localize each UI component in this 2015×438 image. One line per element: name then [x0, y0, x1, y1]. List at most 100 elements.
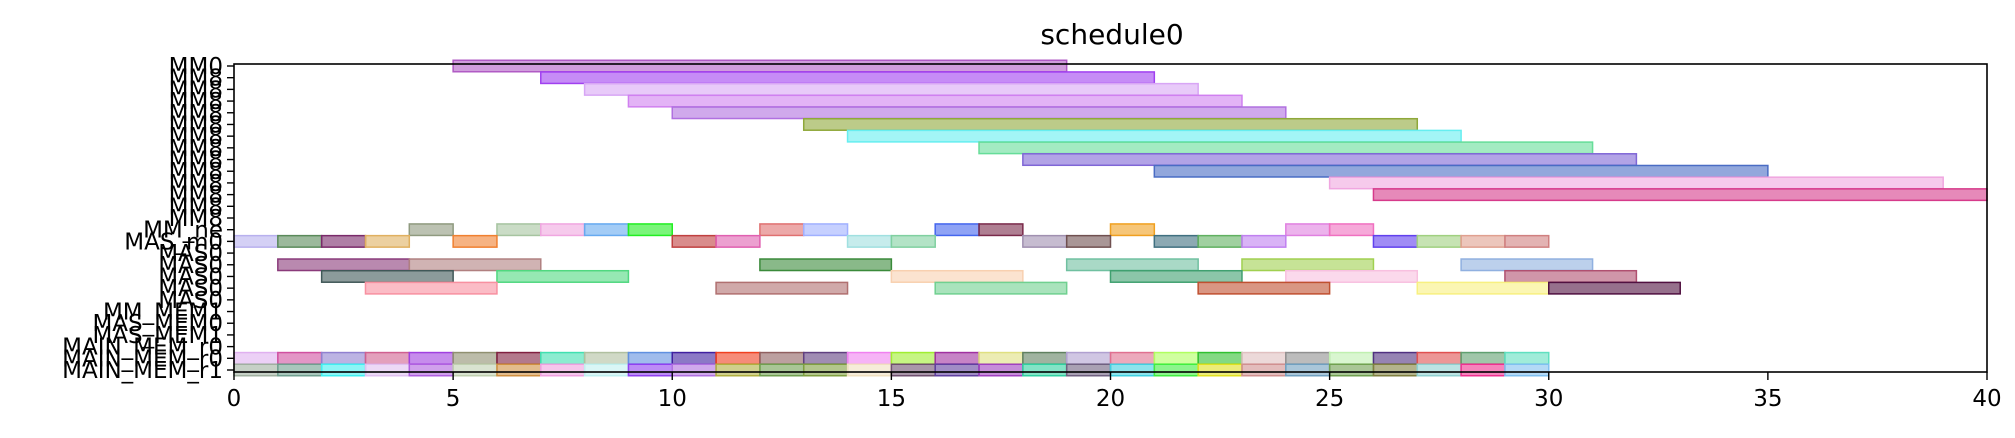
task-bar-r14-t5 [759, 223, 805, 237]
task-bar-r26-t26 [1372, 363, 1419, 377]
task-bar-r17-t1 [408, 258, 542, 272]
task-bar-r26-t0 [233, 363, 279, 377]
y-tick-label-12: MM8 [169, 194, 223, 220]
task-bar-r25-t29 [1504, 351, 1550, 365]
task-bar-r1-t0 [540, 71, 1156, 85]
task-bar-r15-t4 [452, 234, 498, 248]
task-bar-r25-t3 [364, 351, 411, 365]
task-bar-r19-t1 [715, 281, 849, 295]
task-bar-r25-t2 [320, 351, 367, 365]
task-bar-r15-t7 [846, 234, 893, 248]
x-tick-label-8: 40 [1972, 386, 2001, 412]
task-bar-r26-t15 [890, 363, 936, 377]
y-tick-label-16: MAS0 [158, 241, 223, 267]
task-bar-r26-t8 [583, 363, 630, 377]
task-bar-r26-t5 [452, 363, 498, 377]
task-bar-r25-t26 [1372, 351, 1419, 365]
y-tick-label-11: MM8 [169, 183, 223, 209]
task-bar-r2-t0 [583, 82, 1199, 96]
task-bar-r5-t0 [802, 117, 1419, 131]
task-bars [233, 59, 1988, 377]
y-axis: MM0MM8MM8MM8MM8MM8MM8MM8MM8MM8MM8MM8MM8M… [62, 54, 234, 384]
task-bar-r14-t0 [408, 223, 454, 237]
task-bar-r25-t7 [540, 351, 586, 365]
task-bar-r19-t2 [934, 281, 1068, 295]
task-bar-r17-t2 [759, 258, 893, 272]
task-bar-r17-t5 [1460, 258, 1594, 272]
x-tick-label-7: 35 [1753, 386, 1782, 412]
task-bar-r6-t0 [846, 129, 1462, 143]
task-bar-r14-t4 [627, 223, 673, 237]
task-bar-r26-t27 [1416, 363, 1462, 377]
y-tick-label-13: MM8 [169, 206, 223, 232]
task-bar-r18-t4 [1285, 269, 1419, 283]
x-tick-label-3: 15 [877, 386, 906, 412]
y-tick-label-17: MAS0 [158, 253, 223, 279]
task-bar-r26-t11 [715, 363, 761, 377]
task-bar-r15-t6 [715, 234, 761, 248]
task-bar-r15-t1 [277, 234, 323, 248]
task-bar-r26-t6 [496, 363, 542, 377]
task-bar-r19-t5 [1548, 281, 1681, 295]
task-bar-r15-t14 [1372, 234, 1419, 248]
task-bar-r25-t24 [1285, 351, 1331, 365]
task-bar-r14-t11 [1328, 223, 1375, 237]
x-tick-label-2: 10 [658, 386, 687, 412]
task-bar-r14-t2 [540, 223, 586, 237]
y-tick-label-14: MM_ne [143, 218, 223, 244]
task-bar-r19-t4 [1416, 281, 1550, 295]
y-tick-label-25: MAIN_MEM_r0 [62, 346, 223, 372]
task-bar-r25-t11 [715, 351, 761, 365]
y-tick-label-23: MAS_MEM1 [92, 323, 223, 349]
task-bar-r15-t16 [1460, 234, 1506, 248]
y-tick-label-1: MM8 [169, 66, 223, 92]
task-bar-r26-t1 [277, 363, 323, 377]
y-tick-label-4: MM8 [169, 101, 223, 127]
task-bar-r8-t0 [1022, 153, 1638, 167]
task-bar-r25-t5 [452, 351, 498, 365]
task-bar-r17-t0 [277, 258, 411, 272]
task-bar-r25-t28 [1460, 351, 1506, 365]
task-bar-r14-t9 [1109, 223, 1156, 237]
task-bar-r26-t9 [627, 363, 673, 377]
task-bar-r25-t6 [496, 351, 542, 365]
y-tick-label-26: MAIN_MEM_r1 [62, 358, 223, 384]
task-bar-r25-t13 [802, 351, 849, 365]
x-tick-label-5: 25 [1315, 386, 1344, 412]
chart-title: schedule0 [1040, 18, 1183, 51]
task-bar-r26-t12 [759, 363, 805, 377]
task-bar-r15-t3 [364, 234, 411, 248]
y-tick-label-24: MAIN_MEM_r0 [62, 335, 223, 361]
task-bar-r18-t1 [496, 269, 630, 283]
task-bar-r18-t5 [1504, 269, 1638, 283]
task-bar-r17-t3 [1065, 258, 1199, 272]
task-bar-r25-t14 [846, 351, 893, 365]
task-bar-r15-t10 [1065, 234, 1112, 248]
task-bar-r25-t27 [1416, 351, 1462, 365]
task-bar-r15-t5 [671, 234, 717, 248]
task-bar-r26-t18 [1022, 363, 1068, 377]
task-bar-r7-t0 [978, 141, 1594, 155]
task-bar-r26-t25 [1328, 363, 1375, 377]
task-bar-r26-t16 [934, 363, 980, 377]
task-bar-r25-t15 [890, 351, 936, 365]
task-bar-r15-t15 [1416, 234, 1462, 248]
task-bar-r26-t28 [1460, 363, 1506, 377]
task-bar-r14-t3 [583, 223, 630, 237]
task-bar-r26-t29 [1504, 363, 1550, 377]
task-bar-r26-t19 [1065, 363, 1112, 377]
task-bar-r25-t23 [1241, 351, 1287, 365]
task-bar-r15-t0 [233, 234, 279, 248]
task-bar-r18-t3 [1109, 269, 1243, 283]
y-tick-label-18: MAS0 [158, 264, 223, 290]
task-bar-r15-t13 [1241, 234, 1287, 248]
task-bar-r25-t12 [759, 351, 805, 365]
task-bar-r14-t8 [978, 223, 1024, 237]
task-bar-r14-t6 [802, 223, 849, 237]
y-tick-label-7: MM8 [169, 136, 223, 162]
task-bar-r25-t20 [1109, 351, 1156, 365]
x-axis: 0 5 10 15 20 25 30 35 40 [227, 372, 2002, 412]
task-bar-r26-t14 [846, 363, 893, 377]
y-tick-label-22: MAS_MEM0 [92, 311, 223, 337]
